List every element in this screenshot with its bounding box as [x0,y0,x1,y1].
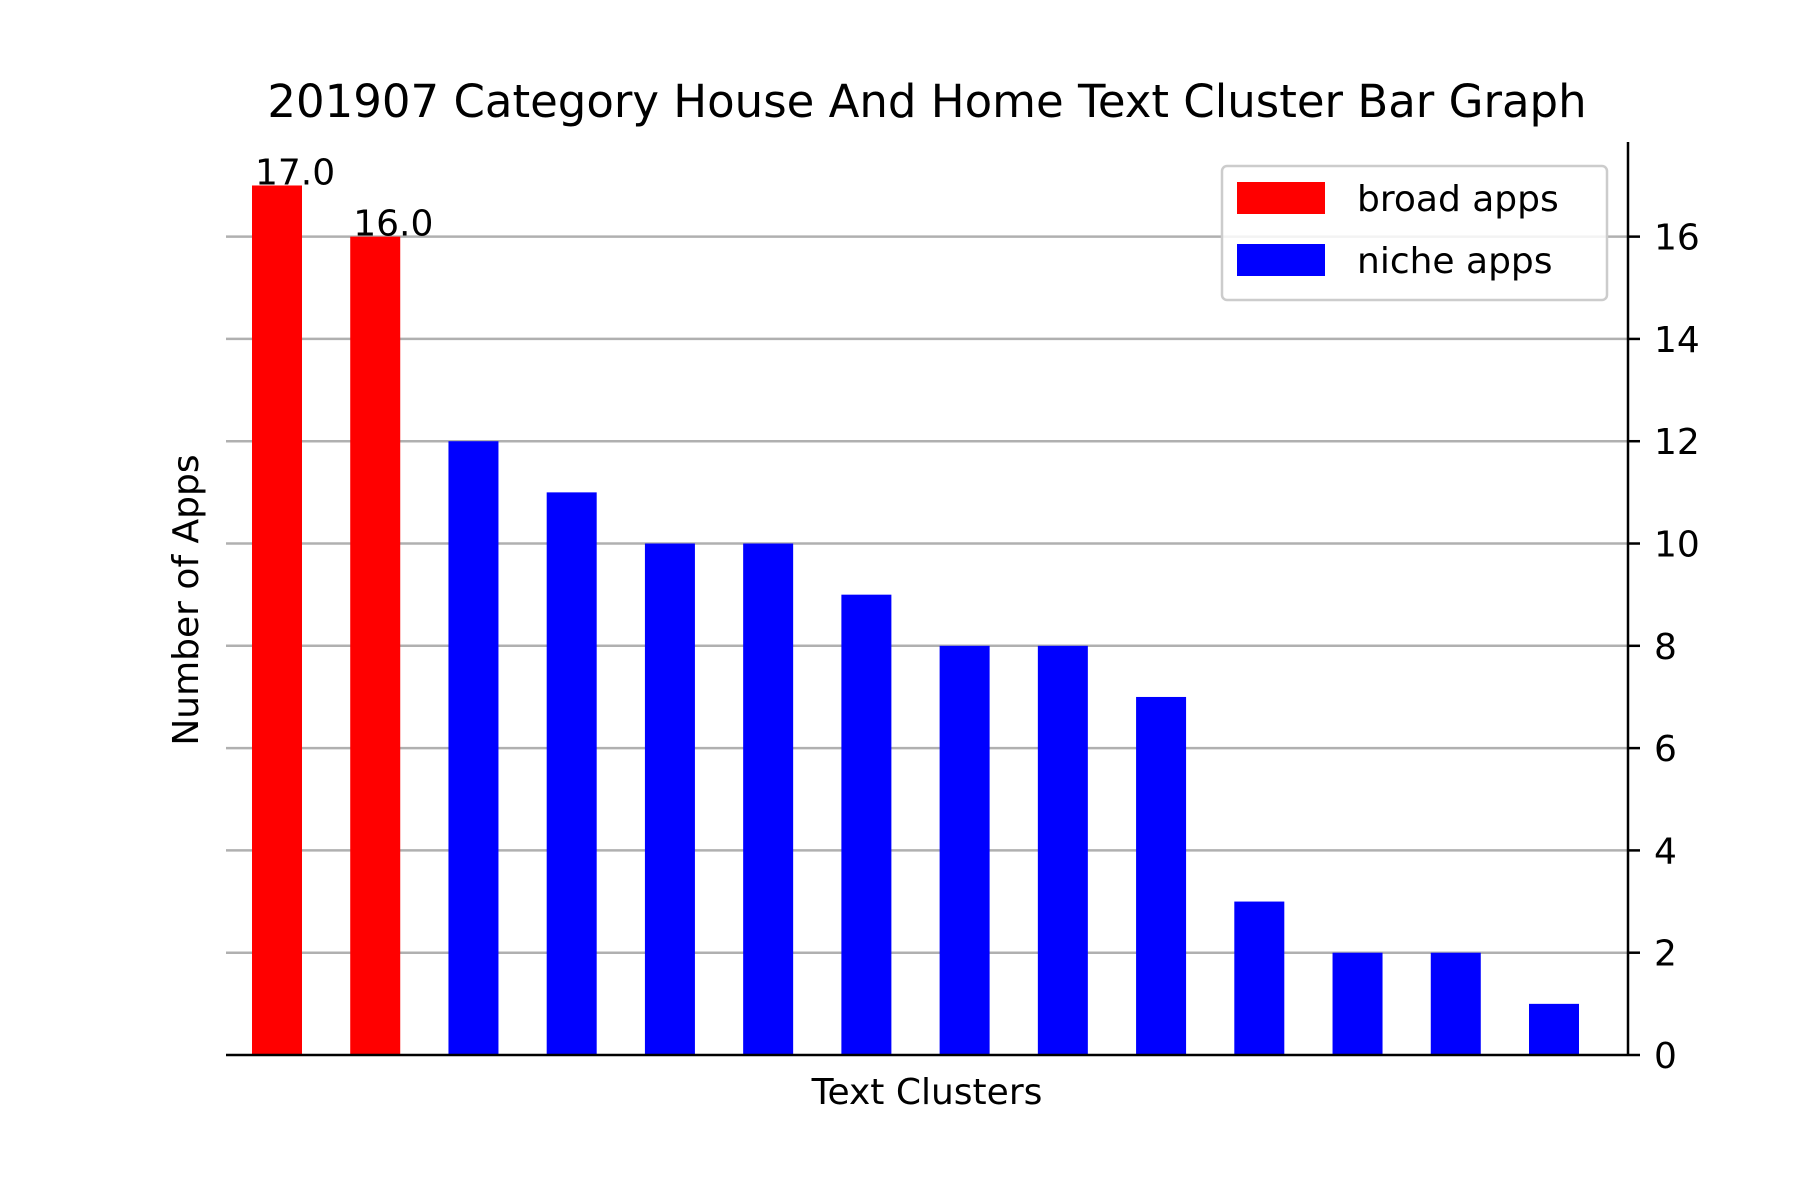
bar [1234,901,1285,1055]
bar [644,543,695,1055]
bar [841,594,892,1055]
y-tick-label: 2 [1654,934,1677,975]
bar [1332,952,1383,1055]
y-tick-label: 10 [1654,525,1700,566]
y-tick-label: 16 [1654,218,1700,259]
legend-swatch-niche-apps [1237,244,1325,276]
y-tick-label: 6 [1654,729,1677,770]
legend-swatch-broad-apps [1237,182,1325,214]
chart-title: 201907 Category House And Home Text Clus… [267,75,1586,128]
bar [252,185,302,1055]
legend-entry-broad-apps: broad apps [1357,179,1559,220]
y-axis-ticks: 0 2 4 6 8 10 12 14 16 [1628,218,1700,1077]
legend-entry-niche-apps: niche apps [1357,241,1553,282]
bar [743,543,794,1055]
y-tick-label: 14 [1654,320,1700,361]
bars [252,185,1579,1056]
y-tick-label: 0 [1654,1036,1677,1077]
x-axis-label: Text Clusters [811,1072,1043,1113]
bar [1037,645,1088,1055]
legend: broad apps niche apps [1220,164,1609,302]
bar [1430,952,1481,1055]
bar [1136,696,1187,1055]
y-tick-label: 12 [1654,422,1700,463]
bar-value-label: 17.0 [255,152,335,193]
y-tick-label: 4 [1654,831,1677,872]
y-tick-label: 8 [1654,627,1677,668]
bar [448,441,499,1055]
bar-value-label: 16.0 [353,204,433,245]
bar [1529,1003,1579,1055]
y-axis-label: Number of Apps [166,454,207,745]
bar-value-labels: 17.0 16.0 [255,152,433,244]
bar [546,492,597,1055]
bar [939,645,990,1055]
bar [350,236,401,1056]
